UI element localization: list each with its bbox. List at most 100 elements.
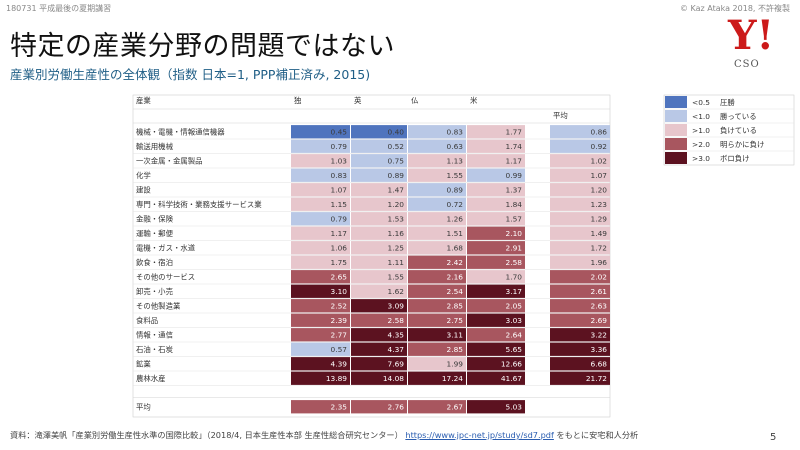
legend-swatch <box>665 96 687 108</box>
cell-value: 1.77 <box>506 128 523 137</box>
source-note: 資料：滝澤美帆「産業別労働生産性水準の国際比較」（2018/4, 日本生産性本部… <box>10 429 638 441</box>
average-value: 1.20 <box>591 186 608 195</box>
footer-cell <box>291 400 350 414</box>
average-cell <box>550 168 610 182</box>
cell-value: 0.52 <box>388 142 404 151</box>
heat-cell <box>351 284 407 298</box>
average-cell <box>550 284 610 298</box>
legend-desc: ボロ負け <box>720 154 750 163</box>
heat-cell <box>467 168 525 182</box>
average-cell <box>550 197 610 211</box>
heat-cell <box>351 212 407 226</box>
cell-value: 1.68 <box>447 244 464 253</box>
cell-value: 0.57 <box>331 345 348 354</box>
average-value: 0.92 <box>591 142 607 151</box>
slide-subtitle: 産業別労働生産性の全体観（指数 日本=1, PPP補正済み, 2015) <box>10 67 371 82</box>
cell-value: 1.17 <box>331 229 348 238</box>
cell-value: 1.55 <box>388 273 405 282</box>
cell-value: 1.55 <box>447 171 464 180</box>
cell-value: 0.45 <box>331 128 348 137</box>
heat-cell <box>408 183 466 197</box>
legend-desc: 明らかに負け <box>720 140 764 149</box>
heat-cell <box>291 168 350 182</box>
heat-cell <box>408 328 466 342</box>
footer-value: 2.35 <box>331 403 348 412</box>
cell-value: 3.17 <box>506 287 523 296</box>
heat-cell <box>351 342 407 356</box>
row-label-11: 卸売・小売 <box>136 287 173 296</box>
cell-value: 3.03 <box>506 316 523 325</box>
row-label-5: 専門・科学技術・業務支援サービス業 <box>136 200 262 209</box>
heat-cell <box>408 154 466 168</box>
source-link[interactable]: https://www.jpc-net.jp/study/sd7.pdf <box>405 430 554 440</box>
cell-value: 1.07 <box>331 186 348 195</box>
cell-value: 3.09 <box>388 302 405 311</box>
heat-cell <box>467 299 525 313</box>
heat-cell <box>351 241 407 255</box>
average-value: 21.72 <box>586 374 607 383</box>
average-value: 1.02 <box>591 157 607 166</box>
average-value: 1.96 <box>591 258 608 267</box>
header-course-label: 180731 平成最後の夏期講習 <box>6 4 112 13</box>
cell-value: 0.89 <box>388 171 405 180</box>
heat-cell <box>467 139 525 153</box>
heat-cell <box>291 342 350 356</box>
legend-desc: 圧勝 <box>720 98 735 107</box>
heat-cell <box>351 371 407 385</box>
average-cell <box>550 226 610 240</box>
cell-value: 1.17 <box>506 157 523 166</box>
heat-cell <box>291 183 350 197</box>
header-country-3: 米 <box>470 96 478 105</box>
average-cell <box>550 241 610 255</box>
cell-value: 1.26 <box>447 215 464 224</box>
cell-value: 2.77 <box>331 331 348 340</box>
cell-value: 1.70 <box>506 273 523 282</box>
cell-value: 1.84 <box>506 200 523 209</box>
heat-cell <box>351 226 407 240</box>
heat-cell <box>408 226 466 240</box>
legend-swatch <box>665 152 687 164</box>
heat-cell <box>467 197 525 211</box>
cell-value: 2.64 <box>506 331 523 340</box>
cell-value: 0.89 <box>447 186 464 195</box>
average-value: 2.63 <box>591 302 608 311</box>
cell-value: 1.99 <box>447 360 464 369</box>
average-cell <box>550 299 610 313</box>
heat-cell <box>351 255 407 269</box>
heat-cell <box>408 371 466 385</box>
heat-cell <box>291 139 350 153</box>
average-cell <box>550 270 610 284</box>
heat-cell <box>408 125 466 139</box>
average-value: 2.02 <box>591 273 607 282</box>
cell-value: 0.79 <box>331 142 348 151</box>
cell-value: 0.40 <box>388 128 405 137</box>
cell-value: 1.74 <box>506 142 523 151</box>
heat-cell <box>467 226 525 240</box>
cell-value: 3.11 <box>447 331 464 340</box>
average-cell <box>550 371 610 385</box>
cell-value: 1.16 <box>388 229 405 238</box>
heat-cell <box>291 212 350 226</box>
row-label-2: 一次金属・金属製品 <box>136 157 203 166</box>
heat-cell <box>408 241 466 255</box>
logo-subtext: CSO <box>734 59 760 70</box>
row-label-13: 食料品 <box>136 316 158 325</box>
cell-value: 2.91 <box>506 244 523 253</box>
legend-swatch <box>665 110 687 122</box>
legend-desc: 負けている <box>720 126 757 135</box>
cell-value: 2.58 <box>388 316 405 325</box>
average-cell <box>550 139 610 153</box>
cell-value: 1.11 <box>388 258 405 267</box>
cell-value: 4.39 <box>331 360 348 369</box>
heat-cell <box>467 183 525 197</box>
heat-cell <box>467 255 525 269</box>
legend-swatch <box>665 124 687 136</box>
heat-cell <box>467 313 525 327</box>
heat-cell <box>291 255 350 269</box>
average-value: 1.23 <box>591 200 608 209</box>
row-label-14: 情報・通信 <box>136 331 173 340</box>
cell-value: 14.08 <box>383 374 404 383</box>
row-label-6: 金融・保険 <box>136 215 174 224</box>
cell-value: 3.10 <box>331 287 348 296</box>
brand-logo: Y! CSO <box>728 16 778 76</box>
